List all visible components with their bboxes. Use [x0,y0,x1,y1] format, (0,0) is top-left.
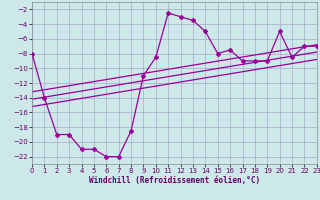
X-axis label: Windchill (Refroidissement éolien,°C): Windchill (Refroidissement éolien,°C) [89,176,260,185]
